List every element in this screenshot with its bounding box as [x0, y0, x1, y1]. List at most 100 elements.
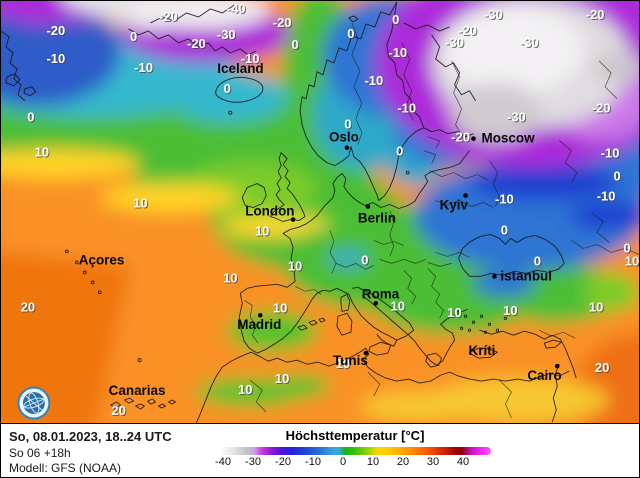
city-marker-dot — [290, 217, 296, 222]
contour-label: 10 — [288, 258, 302, 273]
contour-label: 10 — [336, 356, 350, 371]
city-label: Kríti — [469, 343, 496, 358]
contour-label: 0 — [130, 29, 137, 44]
contour-label: -20 — [458, 23, 477, 38]
legend-tick-label: 20 — [396, 456, 410, 468]
legend-title: Höchsttemperatur [°C] — [285, 428, 425, 443]
model-name-text: Modell: GFS (NOAA) — [9, 461, 122, 475]
contour-label: 10 — [238, 382, 252, 397]
contour-label: -10 — [495, 192, 514, 207]
contour-label: 0 — [392, 12, 399, 27]
contour-label: 0 — [344, 117, 351, 132]
legend-ticks: -40 -30 -20 -10 0 10 20 30 40 — [215, 456, 491, 471]
legend-tick-label: 0 — [339, 456, 347, 468]
globe-logo — [17, 386, 51, 420]
city-marker-dot — [257, 312, 263, 318]
contour-label: 10 — [503, 303, 517, 318]
contour-label: 10 — [589, 299, 603, 314]
city-label: Cairo — [527, 368, 561, 383]
contour-label: -30 — [445, 35, 464, 50]
model-run-text: So 06 +18h — [9, 446, 71, 460]
contour-label: 0 — [291, 37, 298, 52]
legend-tick-label: -40 — [215, 456, 231, 468]
contour-label: -10 — [241, 51, 260, 66]
contour-label: -30 — [507, 110, 526, 125]
contour-label: -30 — [484, 7, 503, 22]
datetime-text: So, 08.01.2023, 18..24 UTC — [9, 429, 172, 444]
contour-label: 0 — [623, 240, 630, 255]
contour-label: 20 — [111, 403, 125, 418]
city-marker-dot — [344, 145, 350, 150]
city-label: istanbul — [500, 268, 552, 283]
legend-gradient-bar — [219, 447, 491, 455]
contour-label: 0 — [396, 144, 403, 159]
contour-label: 0 — [361, 252, 368, 267]
contour-label: -20 — [586, 7, 605, 22]
contour-label: 10 — [273, 300, 287, 315]
city-marker-dot — [365, 204, 371, 209]
contour-label: -10 — [397, 101, 416, 116]
contour-label: 20 — [595, 360, 609, 375]
city-label: Açores — [79, 252, 125, 267]
contour-label: 0 — [27, 110, 34, 125]
city-labels: Iceland Oslo Moscow London Berlin Kyiv Açores R… — [79, 61, 562, 398]
contour-label: -20 — [46, 23, 65, 38]
city-label: Madrid — [237, 317, 281, 332]
contour-label: 10 — [275, 371, 289, 386]
city-label: Kyiv — [440, 198, 469, 213]
legend-tick-label: 10 — [366, 456, 380, 468]
city-marker-dot — [492, 274, 497, 279]
city-marker-dot — [363, 350, 369, 356]
city-label: Canarias — [109, 383, 166, 398]
contour-label: -10 — [388, 45, 407, 60]
contour-label: 0 — [224, 81, 231, 96]
city-label: Tunis — [333, 353, 368, 368]
legend-tick-label: -10 — [305, 456, 321, 468]
coastlines — [1, 1, 577, 425]
contour-label: 10 — [133, 196, 147, 211]
contour-label: 10 — [447, 305, 461, 320]
info-bar: So, 08.01.2023, 18..24 UTC So 06 +18h Mo… — [1, 423, 639, 477]
contour-label: 10 — [35, 145, 49, 160]
contour-label: -30 — [520, 35, 539, 50]
contour-label: 10 — [625, 253, 639, 268]
city-label: Iceland — [217, 61, 263, 76]
contour-label: 20 — [21, 299, 35, 314]
contour-label: -10 — [364, 73, 383, 88]
city-label: Berlin — [358, 210, 396, 225]
temperature-map-svg: -20-100-20-20-30-40-200-10-10001000-30-2… — [1, 1, 639, 425]
city-marker-dot — [471, 136, 476, 141]
contour-label: -20 — [187, 36, 206, 51]
contour-label: -20 — [451, 130, 470, 145]
contour-label: -20 — [592, 101, 611, 116]
contour-label: 10 — [391, 298, 405, 313]
city-marker-dot — [373, 300, 379, 306]
legend-tick-label: 30 — [426, 456, 440, 468]
city-label: Oslo — [329, 130, 359, 145]
contour-label: 10 — [255, 223, 269, 238]
country-borders — [244, 22, 639, 419]
contour-label: -10 — [597, 189, 616, 204]
city-marker-dot — [463, 193, 468, 198]
contour-label: -10 — [134, 60, 153, 75]
city-label: Moscow — [481, 131, 535, 146]
temperature-field — [1, 1, 639, 425]
contour-label: -20 — [273, 15, 292, 30]
contour-label: -20 — [159, 9, 178, 24]
contour-label: 0 — [501, 222, 508, 237]
contour-label: -10 — [46, 51, 65, 66]
legend-tick-label: -20 — [275, 456, 291, 468]
city-label: London — [245, 203, 294, 218]
contour-label: 0 — [534, 253, 541, 268]
legend-tick-label: -30 — [245, 456, 261, 468]
contour-label: -10 — [601, 146, 620, 161]
contour-label: 0 — [347, 26, 354, 41]
contour-label: 10 — [223, 270, 237, 285]
contour-label: -30 — [217, 27, 236, 42]
contour-label: 0 — [613, 169, 620, 184]
contour-labels: -20-100-20-20-30-40-200-10-10001000-30-2… — [21, 1, 639, 418]
city-marker-dot — [554, 363, 560, 369]
contour-label: -40 — [227, 1, 246, 16]
legend-tick-label: 40 — [456, 456, 470, 468]
